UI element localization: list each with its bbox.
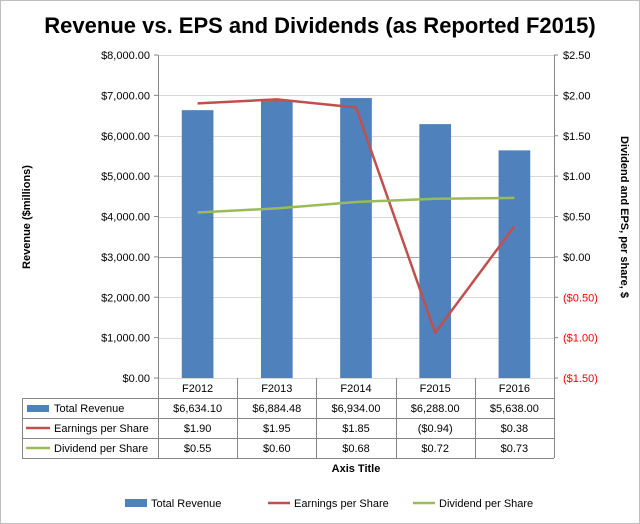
dividend-per-share-line xyxy=(197,196,515,214)
y2-tick-label: $0.50 xyxy=(563,212,591,224)
y2-tick-label: $2.50 xyxy=(563,50,591,62)
legend-label: Earnings per Share xyxy=(294,498,389,510)
y-tick-label: $4,000.00 xyxy=(101,212,150,224)
y-tick-label: $1,000.00 xyxy=(101,333,150,345)
y2-tick-label: $2.00 xyxy=(563,90,591,102)
chart-title: Revenue vs. EPS and Dividends (as Report… xyxy=(44,13,595,38)
table-cell: $0.38 xyxy=(501,423,529,435)
table-cell: ($0.94) xyxy=(418,423,453,435)
x-tick-label: F2013 xyxy=(261,383,292,395)
table-cell: $1.90 xyxy=(184,423,212,435)
table-series-name: Earnings per Share xyxy=(54,423,149,435)
table-cell: $6,288.00 xyxy=(411,403,460,415)
table-cell: $0.73 xyxy=(501,443,529,455)
y2-tick-label: $1.50 xyxy=(563,131,591,143)
y-tick-label: $6,000.00 xyxy=(101,131,150,143)
y-tick-label: $0.00 xyxy=(122,373,150,385)
table-cell: $0.68 xyxy=(342,443,370,455)
y-tick-label: $2,000.00 xyxy=(101,292,150,304)
table-cell: $6,884.48 xyxy=(252,403,301,415)
legend-key-bar xyxy=(125,499,147,507)
table-key-bar xyxy=(27,405,49,412)
y-axis-label: Revenue ($millions) xyxy=(21,165,33,269)
x-tick-label: F2016 xyxy=(499,383,530,395)
y2-tick-label: $1.00 xyxy=(563,171,591,183)
table-cell: $0.60 xyxy=(263,443,291,455)
table-cell: $6,934.00 xyxy=(332,403,381,415)
table-series-name: Total Revenue xyxy=(54,403,124,415)
x-tick-label: F2015 xyxy=(420,383,451,395)
table-cell: $6,634.10 xyxy=(173,403,222,415)
table-cell: $1.95 xyxy=(263,423,291,435)
table-cell: $5,638.00 xyxy=(490,403,539,415)
y-tick-label: $3,000.00 xyxy=(101,252,150,264)
y-tick-label: $8,000.00 xyxy=(101,50,150,62)
revenue-bar xyxy=(181,110,214,378)
y-tick-label: $5,000.00 xyxy=(101,171,150,183)
table-cell: $0.72 xyxy=(421,443,449,455)
y-tick-label: $7,000.00 xyxy=(101,90,150,102)
earnings-per-share-line xyxy=(197,98,516,335)
legend-label: Dividend per Share xyxy=(439,498,533,510)
x-axis-label: Axis Title xyxy=(332,463,381,475)
x-tick-label: F2012 xyxy=(182,383,213,395)
y2-tick-label: $0.00 xyxy=(563,252,591,264)
y2-tick-label: ($1.00) xyxy=(563,333,598,345)
revenue-bar xyxy=(260,100,293,378)
y2-axis-label: Dividend and EPS, per share, $ xyxy=(618,136,630,298)
table-cell: $1.85 xyxy=(342,423,370,435)
table-series-name: Dividend per Share xyxy=(54,443,148,455)
legend-label: Total Revenue xyxy=(151,498,221,510)
y2-tick-label: ($1.50) xyxy=(563,373,598,385)
revenue-bar xyxy=(419,124,452,378)
x-tick-label: F2014 xyxy=(340,383,371,395)
revenue-bar xyxy=(498,150,531,378)
revenue-bar xyxy=(340,98,372,379)
y2-tick-label: ($0.50) xyxy=(563,292,598,304)
table-cell: $0.55 xyxy=(184,443,212,455)
